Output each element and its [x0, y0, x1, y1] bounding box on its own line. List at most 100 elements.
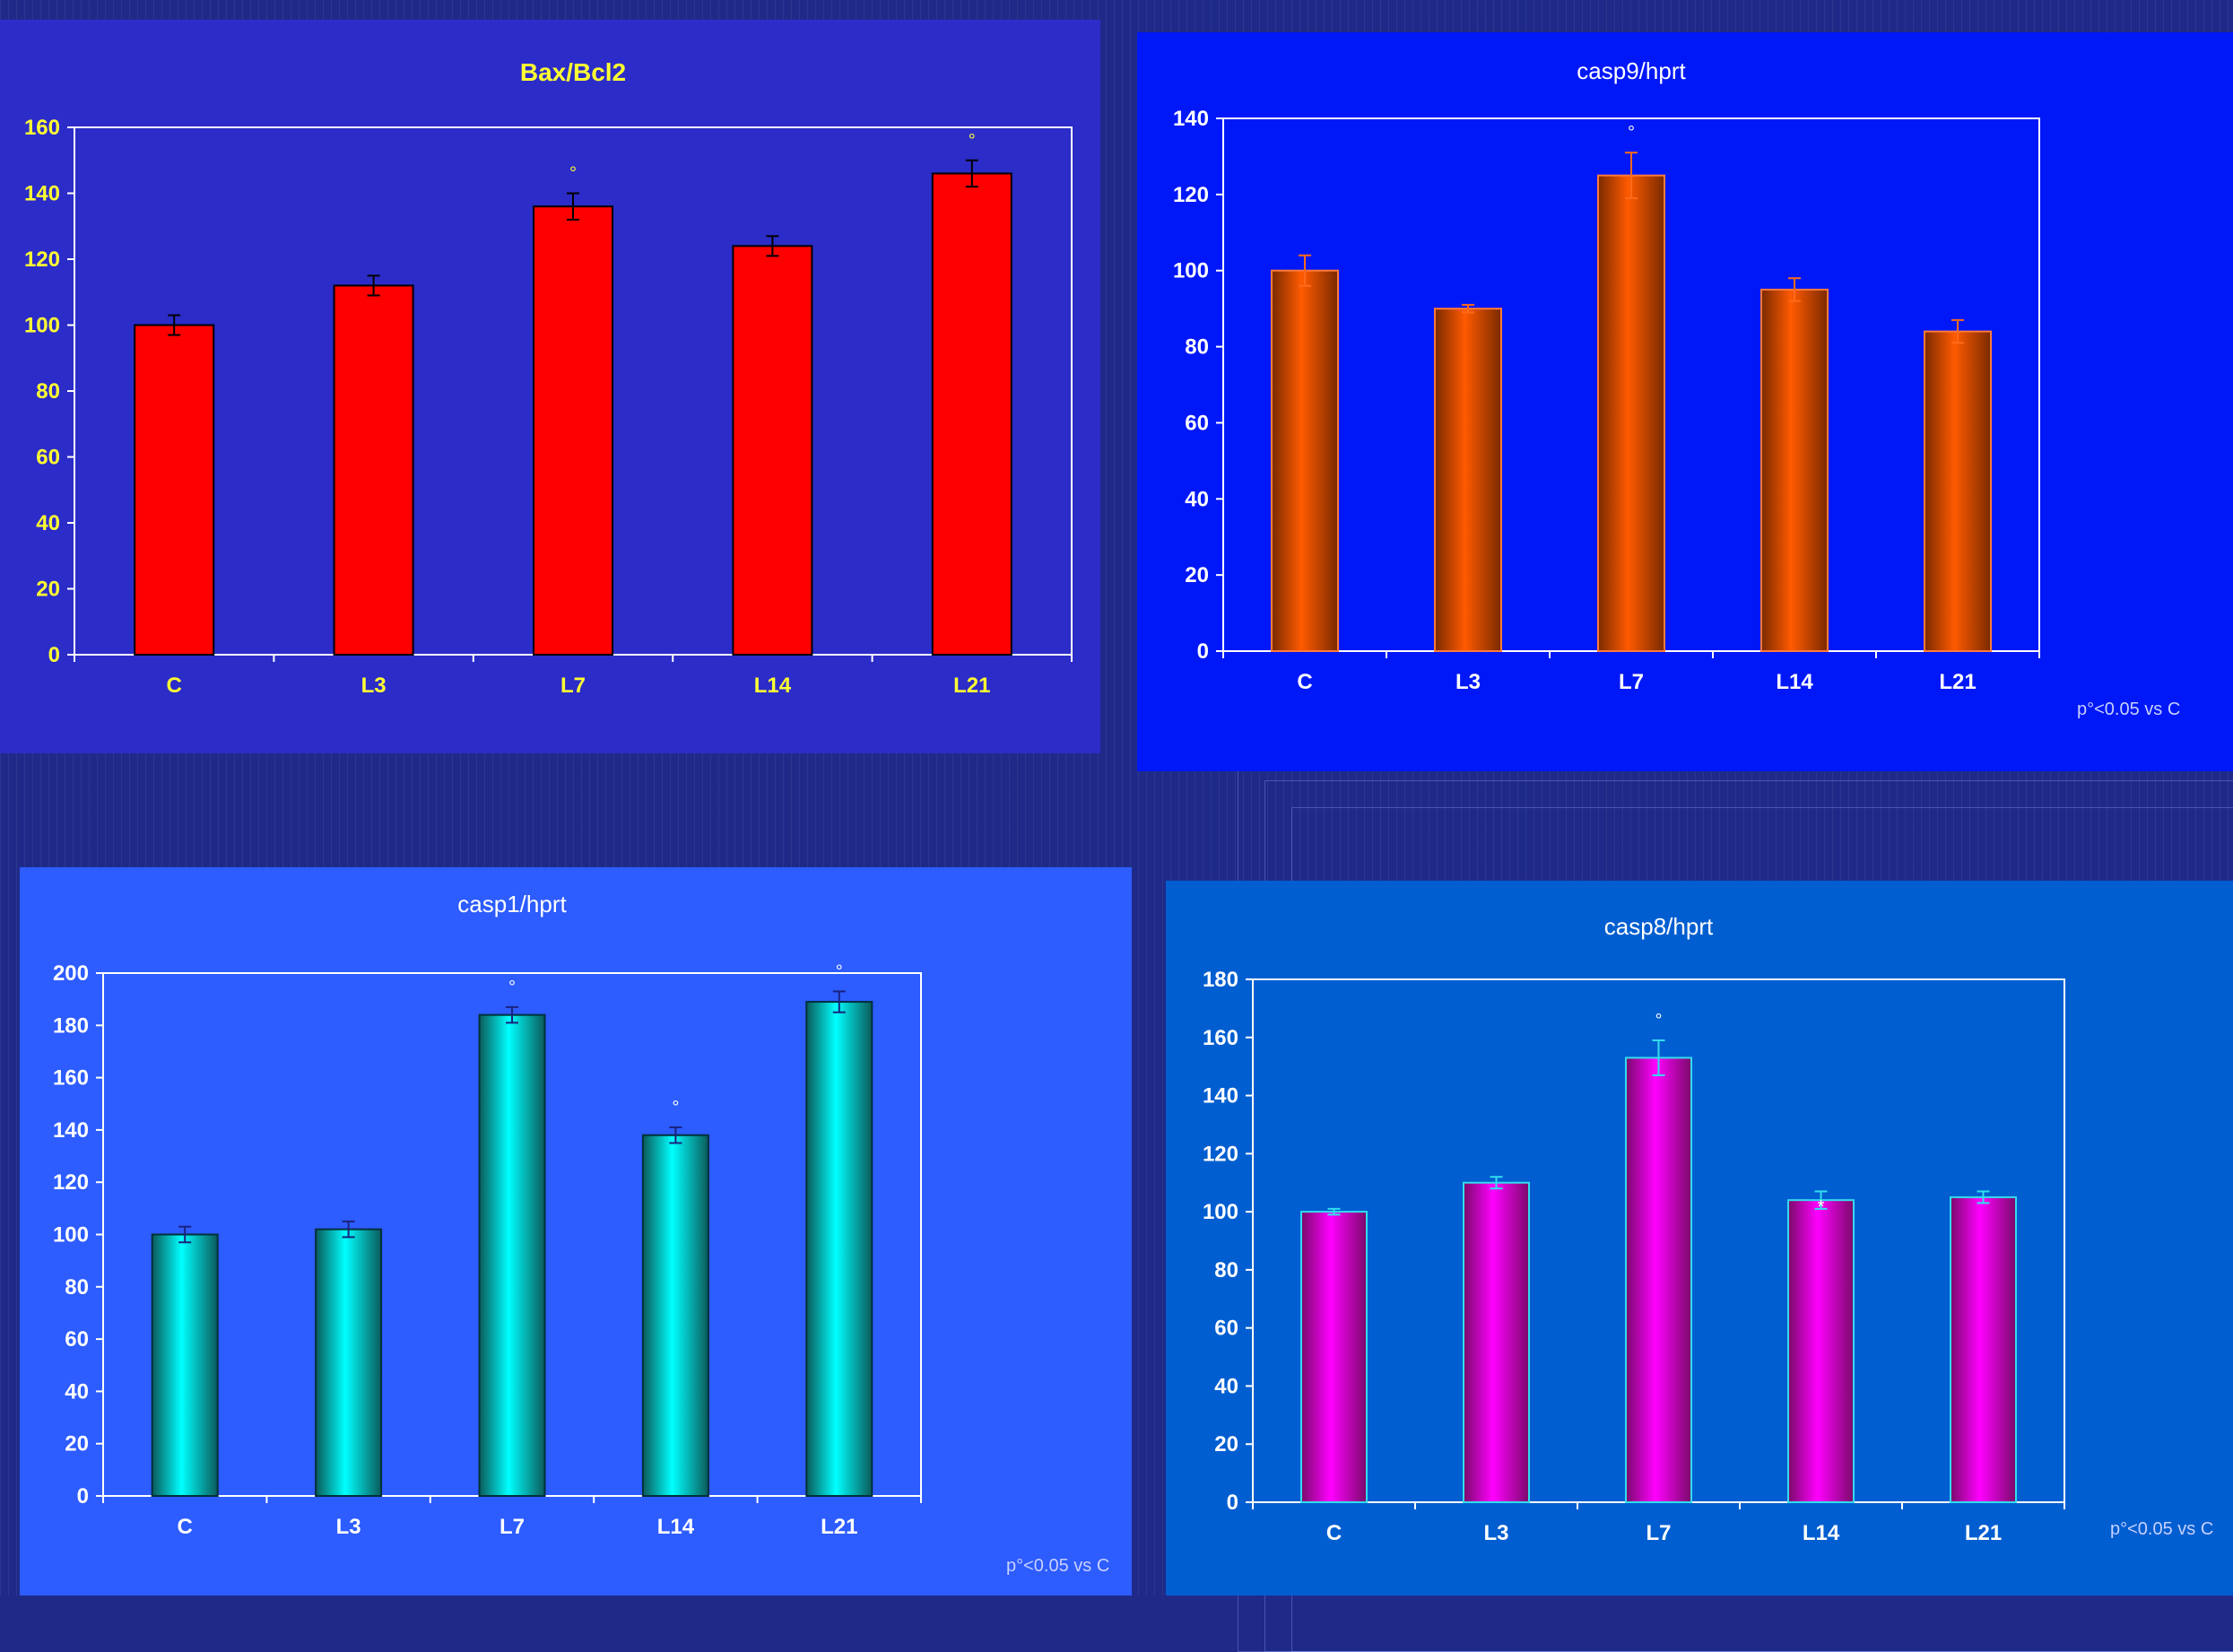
x-category-label: C — [167, 674, 182, 698]
bar-l21 — [1924, 330, 1992, 652]
y-tick-label: 80 — [1185, 335, 1209, 360]
bar-l14 — [641, 1134, 709, 1497]
y-tick-label: 160 — [24, 116, 60, 140]
bar-l7 — [1597, 174, 1665, 652]
y-tick-label: 100 — [24, 314, 60, 338]
x-category-label: L3 — [336, 1515, 361, 1539]
bar-chart-casp1: casp1/hprt 0 20 40 60 80 100 120 140 160 180 200 C L3… — [53, 891, 922, 1539]
y-tick-label: 20 — [1214, 1432, 1238, 1456]
chart-title: casp1/hprt — [457, 891, 567, 917]
bar-l14 — [1787, 1199, 1855, 1503]
footnote-casp8: p°<0.05 vs C — [2110, 1519, 2214, 1539]
y-tick-label: 120 — [24, 248, 60, 272]
x-category-label: L3 — [1483, 1521, 1508, 1545]
x-category-label: L3 — [1455, 670, 1481, 694]
bar-l3 — [315, 1228, 383, 1497]
y-tick-label: 120 — [1203, 1142, 1238, 1166]
x-category-label: L21 — [821, 1515, 857, 1539]
bar-c — [151, 1233, 219, 1497]
y-tick-label: 20 — [65, 1432, 89, 1456]
significance-mark: ° — [1655, 1011, 1663, 1030]
chart-panel-casp9: casp9/hprt 0 20 40 60 80 100 120 140 C L3 L7 ° L14 L21… — [1137, 32, 2233, 771]
y-tick-label: 160 — [53, 1066, 89, 1091]
significance-mark: * — [1818, 1197, 1825, 1217]
x-category-label: L14 — [1803, 1521, 1840, 1545]
y-tick-label: 20 — [36, 578, 60, 602]
x-category-label: C — [1297, 670, 1312, 694]
y-tick-label: 80 — [36, 379, 60, 404]
bar-l14 — [732, 245, 813, 656]
bar-c — [1300, 1211, 1368, 1503]
chart-panel-bax-bcl2: Bax/Bcl2 0 20 40 60 80 100 120 140 160 C L3 L7 ° L14 L2… — [0, 20, 1100, 753]
y-tick-label: 60 — [1185, 411, 1209, 435]
y-tick-label: 40 — [1185, 487, 1209, 511]
y-tick-label: 100 — [1203, 1200, 1238, 1224]
x-category-label: L21 — [953, 674, 990, 698]
significance-mark: ° — [969, 131, 976, 151]
bar-l21 — [931, 172, 1012, 656]
bar-chart-casp8: casp8/hprt 0 20 40 60 80 100 120 140 160 180 C L3 L7 °… — [1203, 913, 2065, 1545]
y-tick-label: 80 — [1214, 1258, 1238, 1282]
y-tick-label: 20 — [1185, 563, 1209, 587]
y-tick-label: 60 — [65, 1327, 89, 1352]
y-tick-label: 40 — [1214, 1374, 1238, 1398]
bar-l3 — [333, 284, 414, 656]
y-tick-label: 180 — [1203, 968, 1238, 992]
y-tick-label: 120 — [1173, 183, 1209, 207]
bar-l3 — [1463, 1181, 1530, 1503]
y-tick-label: 60 — [1214, 1317, 1238, 1341]
y-tick-label: 100 — [1173, 259, 1209, 283]
chart-panel-casp1: casp1/hprt 0 20 40 60 80 100 120 140 160 180 200 C L3… — [20, 867, 1132, 1595]
chart-title: casp9/hprt — [1577, 57, 1686, 84]
bar-l7 — [478, 1013, 546, 1497]
bar-l21 — [1950, 1196, 2017, 1503]
footnote-casp9: p°<0.05 vs C — [2077, 700, 2181, 719]
x-category-label: L7 — [500, 1515, 525, 1539]
bar-l7 — [533, 205, 613, 656]
x-category-label: L14 — [657, 1515, 695, 1539]
x-category-label: L7 — [1646, 1521, 1671, 1545]
y-tick-label: 140 — [1203, 1084, 1238, 1109]
y-tick-label: 140 — [53, 1118, 89, 1143]
footnote-casp1: p°<0.05 vs C — [1006, 1556, 1110, 1576]
chart-title: casp8/hprt — [1604, 913, 1714, 940]
chart-title: Bax/Bcl2 — [520, 58, 626, 86]
y-tick-label: 0 — [77, 1484, 89, 1509]
x-category-label: L14 — [754, 674, 792, 698]
significance-mark: ° — [672, 1098, 679, 1117]
bar-l21 — [805, 1001, 873, 1497]
bar-c — [1271, 269, 1339, 652]
y-tick-label: 100 — [53, 1223, 89, 1248]
y-tick-label: 160 — [1203, 1026, 1238, 1050]
x-category-label: L3 — [361, 674, 387, 698]
y-tick-label: 200 — [53, 961, 89, 986]
x-category-label: L7 — [560, 674, 586, 698]
x-category-label: L21 — [1965, 1521, 2002, 1545]
bar-l7 — [1625, 1056, 1692, 1503]
y-tick-label: 140 — [24, 182, 60, 206]
y-tick-label: 40 — [65, 1379, 89, 1404]
bar-l14 — [1760, 288, 1829, 652]
significance-mark: ° — [1628, 123, 1635, 143]
x-category-label: L21 — [1939, 670, 1976, 694]
bar-chart-casp9: casp9/hprt 0 20 40 60 80 100 120 140 C L3 L7 ° L14 L21 — [1173, 57, 2040, 694]
significance-mark: ° — [569, 164, 577, 184]
significance-mark: ° — [836, 961, 843, 981]
y-tick-label: 80 — [65, 1275, 89, 1300]
bar-l3 — [1434, 308, 1502, 652]
bar-c — [134, 324, 215, 656]
y-tick-label: 0 — [48, 643, 60, 667]
y-tick-label: 40 — [36, 511, 60, 535]
y-tick-label: 180 — [53, 1013, 89, 1038]
x-category-label: L14 — [1776, 670, 1813, 694]
chart-panel-casp8: casp8/hprt 0 20 40 60 80 100 120 140 160 180 C L3 L7 °… — [1166, 881, 2233, 1595]
x-category-label: L7 — [1619, 670, 1644, 694]
significance-mark: ° — [508, 978, 516, 997]
bar-chart-bax-bcl2: Bax/Bcl2 0 20 40 60 80 100 120 140 160 C L3 L7 ° L14 L2… — [24, 58, 1073, 698]
y-tick-label: 120 — [53, 1170, 89, 1195]
y-tick-label: 0 — [1227, 1491, 1238, 1515]
y-tick-label: 60 — [36, 446, 60, 470]
x-category-label: C — [1326, 1521, 1342, 1545]
y-tick-label: 0 — [1197, 639, 1209, 664]
y-tick-label: 140 — [1173, 107, 1209, 131]
